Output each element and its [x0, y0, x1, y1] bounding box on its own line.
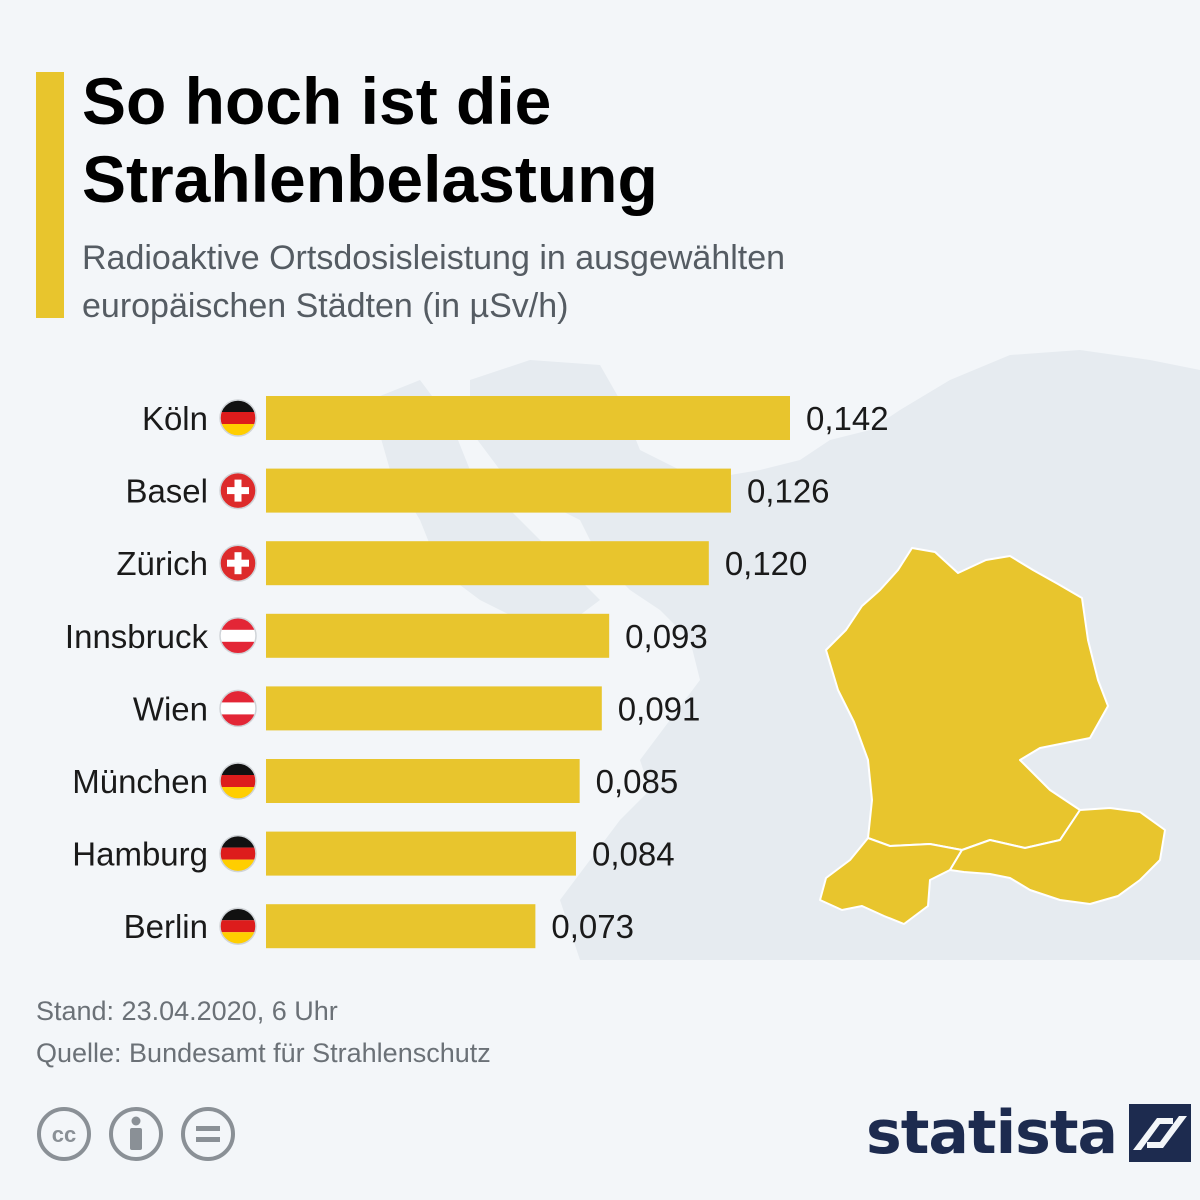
bar-2 — [266, 541, 709, 586]
title-line-2: Strahlenbelastung — [82, 142, 658, 216]
bar-6 — [266, 831, 576, 876]
category-label: München — [72, 763, 208, 800]
flag-de-icon — [219, 762, 257, 800]
footer: Stand: 23.04.2020, 6 Uhr Quelle: Bundesa… — [36, 990, 491, 1074]
statista-logo[interactable]: statista — [866, 1098, 1192, 1168]
subtitle-line-2: europäischen Städten (in µSv/h) — [82, 287, 569, 325]
value-label: 0,120 — [725, 545, 808, 582]
bar-5 — [266, 759, 580, 803]
flag-de-icon — [219, 834, 257, 873]
flag-ch-icon — [219, 471, 257, 510]
bar-7 — [266, 904, 536, 949]
value-label: 0,073 — [551, 908, 634, 945]
chart-subtitle: Radioaktive Ortsdosisleistung in ausgewä… — [82, 234, 1162, 330]
chart-title: So hoch ist die Strahlenbelastung — [82, 62, 1162, 218]
statista-mark-icon — [1129, 1104, 1192, 1162]
value-label: 0,091 — [618, 690, 701, 727]
no-derivatives-icon[interactable] — [181, 1107, 235, 1161]
category-label: Wien — [133, 690, 208, 727]
logo-text: statista — [866, 1098, 1118, 1168]
title-accent-bar — [36, 72, 64, 318]
footer-date: Stand: 23.04.2020, 6 Uhr — [36, 996, 338, 1026]
flag-ch-icon — [219, 544, 257, 582]
value-label: 0,126 — [747, 473, 830, 510]
switzerland-shape — [819, 837, 963, 925]
category-label: Basel — [125, 473, 208, 510]
bar-3 — [266, 613, 610, 658]
category-label: Berlin — [124, 908, 208, 945]
bar-1 — [266, 468, 731, 513]
footer-source: Quelle: Bundesamt für Strahlenschutz — [36, 1038, 491, 1068]
austria-shape — [949, 807, 1166, 905]
flag-at-icon — [219, 689, 257, 728]
flag-at-icon — [219, 617, 257, 655]
attribution-icon[interactable] — [109, 1107, 163, 1161]
category-label: Zürich — [116, 545, 208, 582]
value-label: 0,142 — [806, 400, 889, 437]
value-label: 0,084 — [592, 836, 675, 873]
title-line-1: So hoch ist die — [82, 64, 552, 138]
bar-4 — [266, 686, 602, 731]
category-label: Köln — [142, 400, 208, 437]
value-label: 0,085 — [596, 763, 679, 800]
category-label: Innsbruck — [65, 618, 209, 655]
license-icons: cc — [37, 1107, 235, 1161]
flag-de-icon — [219, 907, 257, 945]
category-label: Hamburg — [72, 836, 208, 873]
flag-de-icon — [219, 399, 257, 437]
svg-text:cc: cc — [52, 1122, 76, 1147]
bar-0 — [266, 396, 790, 440]
cc-icon[interactable]: cc — [37, 1107, 91, 1161]
subtitle-line-1: Radioaktive Ortsdosisleistung in ausgewä… — [82, 239, 786, 277]
value-label: 0,093 — [625, 618, 708, 655]
